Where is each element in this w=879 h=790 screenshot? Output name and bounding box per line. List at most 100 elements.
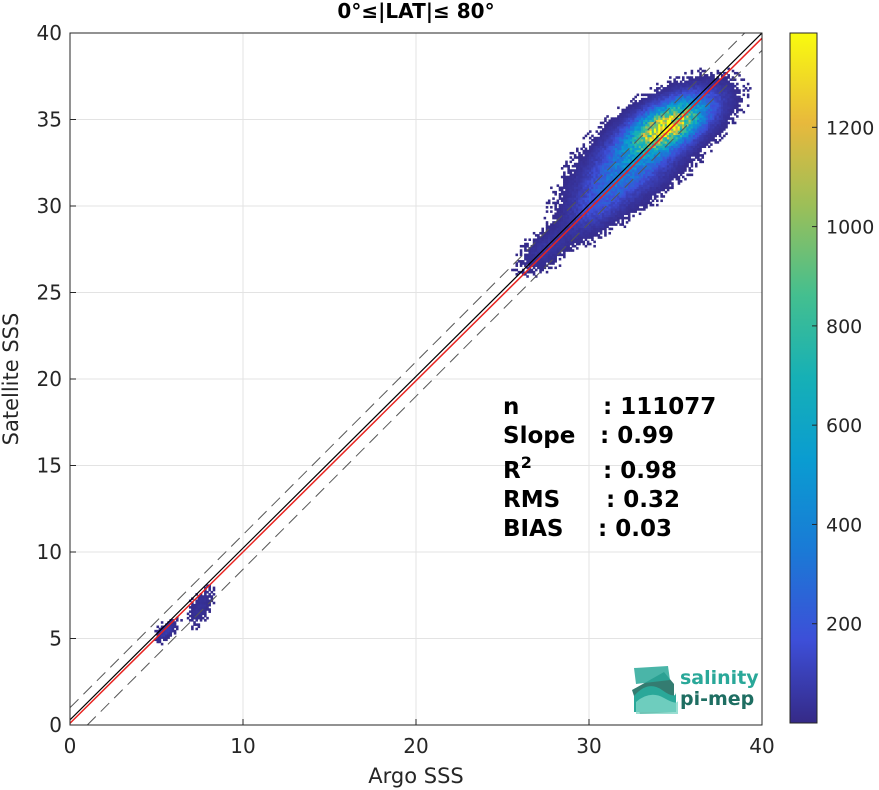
density-cell — [645, 201, 648, 205]
density-cell — [193, 606, 196, 609]
density-cell — [651, 104, 655, 107]
density-cell — [630, 206, 633, 209]
density-cell — [545, 206, 549, 209]
density-cell — [208, 603, 211, 607]
density-cell — [582, 149, 586, 153]
density-cell — [617, 175, 620, 179]
density-cell — [558, 227, 562, 231]
density-cell — [625, 136, 629, 140]
density-cell — [699, 108, 702, 112]
density-cell — [664, 182, 668, 185]
density-cell — [662, 95, 666, 99]
density-cell — [619, 180, 622, 183]
density-cell — [591, 169, 594, 172]
density-cell — [707, 80, 711, 84]
density-cell — [679, 104, 683, 107]
density-cell — [692, 97, 696, 101]
density-cell — [692, 136, 696, 140]
density-cell — [623, 184, 627, 187]
density-cell — [541, 227, 544, 231]
density-cell — [537, 240, 540, 244]
density-cell — [679, 149, 683, 153]
density-cell — [664, 91, 668, 94]
density-cell — [593, 225, 596, 229]
density-cell — [688, 125, 692, 129]
density-cell — [697, 136, 700, 140]
density-cell — [684, 156, 687, 159]
density-cell — [740, 97, 743, 101]
density-cell — [632, 113, 635, 116]
density-cell — [684, 143, 687, 146]
density-cell — [677, 89, 681, 92]
density-cell — [647, 182, 650, 185]
density-cell — [647, 201, 650, 205]
density-cell — [725, 117, 728, 120]
density-cell — [627, 145, 631, 149]
density-cell — [688, 130, 692, 133]
density-cell — [729, 117, 733, 120]
density-cell — [601, 203, 605, 207]
density-cell — [545, 251, 549, 254]
density-cell — [684, 119, 687, 123]
density-cell — [677, 100, 681, 103]
density-cell — [567, 199, 570, 203]
density-cell — [658, 169, 661, 172]
density-cell — [597, 182, 601, 185]
density-cell — [591, 162, 594, 166]
stat-value: : 0.99 — [600, 423, 674, 449]
density-cell — [697, 110, 700, 114]
density-cell — [645, 136, 648, 140]
density-cell — [623, 175, 627, 179]
density-cell — [541, 242, 544, 246]
density-cell — [718, 132, 722, 136]
density-cell — [599, 121, 603, 125]
density-cell — [677, 106, 681, 110]
density-cell — [569, 242, 573, 246]
density-cell — [701, 80, 705, 84]
density-cell — [727, 84, 730, 88]
density-cell — [578, 227, 581, 231]
density-cell — [690, 173, 694, 177]
density-cell — [589, 182, 592, 185]
density-cell — [597, 154, 601, 157]
density-cell — [619, 125, 622, 129]
density-cell — [171, 629, 175, 633]
density-cell — [560, 190, 564, 194]
density-cell — [688, 132, 692, 136]
density-cell — [565, 210, 568, 213]
density-cell — [662, 188, 666, 192]
density-cell — [552, 216, 555, 220]
density-cell — [656, 106, 659, 110]
density-cell — [679, 151, 683, 155]
density-cell — [627, 216, 631, 220]
density-cell — [614, 156, 618, 159]
density-cell — [681, 82, 685, 86]
density-cell — [619, 214, 622, 218]
density-cell — [619, 188, 622, 192]
density-cell — [681, 95, 685, 99]
density-cell — [692, 119, 696, 123]
density-cell — [610, 218, 614, 222]
density-cell — [662, 141, 666, 144]
density-cell — [699, 100, 702, 103]
density-cell — [601, 223, 605, 226]
density-cell — [571, 169, 575, 172]
density-cell — [697, 93, 700, 97]
density-cell — [658, 123, 661, 127]
density-cell — [576, 149, 579, 153]
density-cell — [206, 597, 209, 600]
density-cell — [690, 121, 694, 125]
density-cell — [660, 199, 663, 203]
density-cell — [712, 119, 715, 123]
density-cell — [703, 151, 707, 155]
density-cell — [554, 206, 557, 209]
density-cell — [582, 227, 586, 231]
density-cell — [591, 231, 594, 235]
density-cell — [660, 160, 663, 164]
density-cell — [664, 162, 668, 166]
density-cell — [660, 123, 663, 127]
density-cell — [558, 264, 562, 267]
density-cell — [545, 234, 549, 237]
density-cell — [612, 164, 616, 168]
density-cell — [660, 193, 663, 196]
